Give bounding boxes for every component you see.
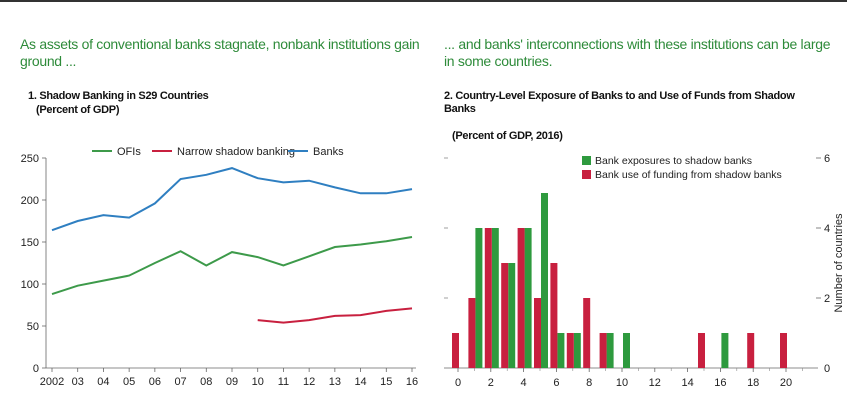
x-tick-label: 04: [97, 376, 109, 388]
line-chart: 0 50 100 150 200 250 2002 03 04 05 06 07 08 09 10 11 12 1…: [21, 146, 418, 388]
y-tick-label: 0: [33, 363, 39, 375]
x-tick-label: 09: [226, 376, 238, 388]
bar-exposure-1: [475, 228, 483, 368]
bar-funding-9: [599, 333, 607, 368]
left-headline: As assets of conventional banks stagnate…: [20, 36, 420, 69]
bar-funding-15: [698, 333, 705, 368]
bar-funding-20: [780, 333, 787, 368]
bar-funding-1: [468, 298, 476, 368]
y-tick-label: 200: [21, 195, 39, 207]
x-tick-label: 08: [200, 376, 212, 388]
x-tick-label: 11: [278, 376, 289, 388]
right-headline: ... and banks' interconnections with the…: [444, 36, 831, 69]
y-axis-label: Number of countries: [833, 213, 845, 313]
x-tick-label: 14: [681, 377, 693, 389]
x-tick-label: 12: [303, 376, 315, 388]
legend-swatch-0: [582, 156, 591, 165]
y-tick-label: 6: [824, 153, 830, 165]
legend-swatch-1: [582, 170, 591, 179]
x-tick-label: 12: [649, 377, 661, 389]
y-tick-label: 0: [824, 363, 830, 375]
bar-funding-0: [452, 333, 459, 368]
legend-label-0: Bank exposures to shadow banks: [595, 155, 752, 167]
x-tick-label: 06: [149, 376, 161, 388]
series-line-1: [257, 307, 413, 324]
bar-chart: 0 2 4 6 8 10 12 14 16 18 20 0 2 4 6 Number of countries…: [444, 153, 845, 389]
x-tick-label: 18: [747, 377, 759, 389]
bar-funding-8: [583, 298, 591, 368]
bar-exposure-5: [541, 193, 548, 368]
x-tick-label: 4: [521, 377, 527, 389]
x-tick-label: 2: [488, 377, 494, 389]
right-chart-title: 2. Country-Level Exposure of Banks to an…: [444, 90, 795, 115]
bar-exposure-10: [623, 333, 630, 368]
bar-exposure-16: [721, 333, 729, 368]
x-tick-label: 07: [174, 376, 186, 388]
x-tick-label: 10: [252, 376, 264, 388]
x-tick-label: 6: [553, 377, 559, 389]
top-rule: [0, 0, 847, 2]
x-tick-label: 05: [123, 376, 135, 388]
x-tick-label: 10: [616, 377, 628, 389]
bar-funding-4: [517, 228, 525, 368]
x-tick-label: 20: [780, 377, 792, 389]
bar-funding-2: [484, 228, 492, 368]
y-tick-label: 250: [21, 153, 39, 165]
bar-funding-5: [534, 298, 541, 368]
x-tick-label: 03: [72, 376, 84, 388]
bar-funding-7: [566, 333, 574, 368]
x-tick-label: 0: [455, 377, 461, 389]
y-tick-label: 50: [27, 321, 39, 333]
left-chart-subtitle: (Percent of GDP): [36, 104, 120, 116]
bar-exposure-3: [508, 263, 516, 368]
y-tick-label: 150: [21, 237, 39, 249]
bar-exposure-4: [524, 228, 532, 368]
bar-funding-6: [550, 263, 558, 368]
y-tick-label: 4: [824, 223, 830, 235]
x-tick-label: 2002: [40, 376, 64, 388]
legend-label-1: Narrow shadow banking: [177, 146, 295, 158]
bar-exposure-2: [491, 228, 499, 368]
bar-exposure-6: [557, 333, 565, 368]
bar-exposure-9: [606, 333, 614, 368]
series-line-0: [51, 236, 413, 296]
y-tick-label: 2: [824, 293, 830, 305]
bar-funding-3: [501, 263, 509, 368]
bar-exposure-7: [573, 333, 581, 368]
series-line-2: [51, 167, 413, 232]
x-tick-label: 16: [714, 377, 726, 389]
x-tick-label: 13: [329, 376, 341, 388]
bar-funding-18: [747, 333, 755, 368]
legend-label-2: Banks: [313, 146, 344, 158]
x-tick-label: 8: [586, 377, 592, 389]
left-chart-title: 1. Shadow Banking in S29 Countries: [28, 90, 209, 102]
right-chart-subtitle: (Percent of GDP, 2016): [452, 130, 563, 142]
legend-label-1: Bank use of funding from shadow banks: [595, 169, 782, 181]
legend-label-0: OFIs: [117, 146, 141, 158]
y-tick-label: 100: [21, 279, 39, 291]
x-tick-label: 14: [354, 376, 366, 388]
x-tick-label: 15: [380, 376, 392, 388]
x-tick-label: 16: [406, 376, 418, 388]
